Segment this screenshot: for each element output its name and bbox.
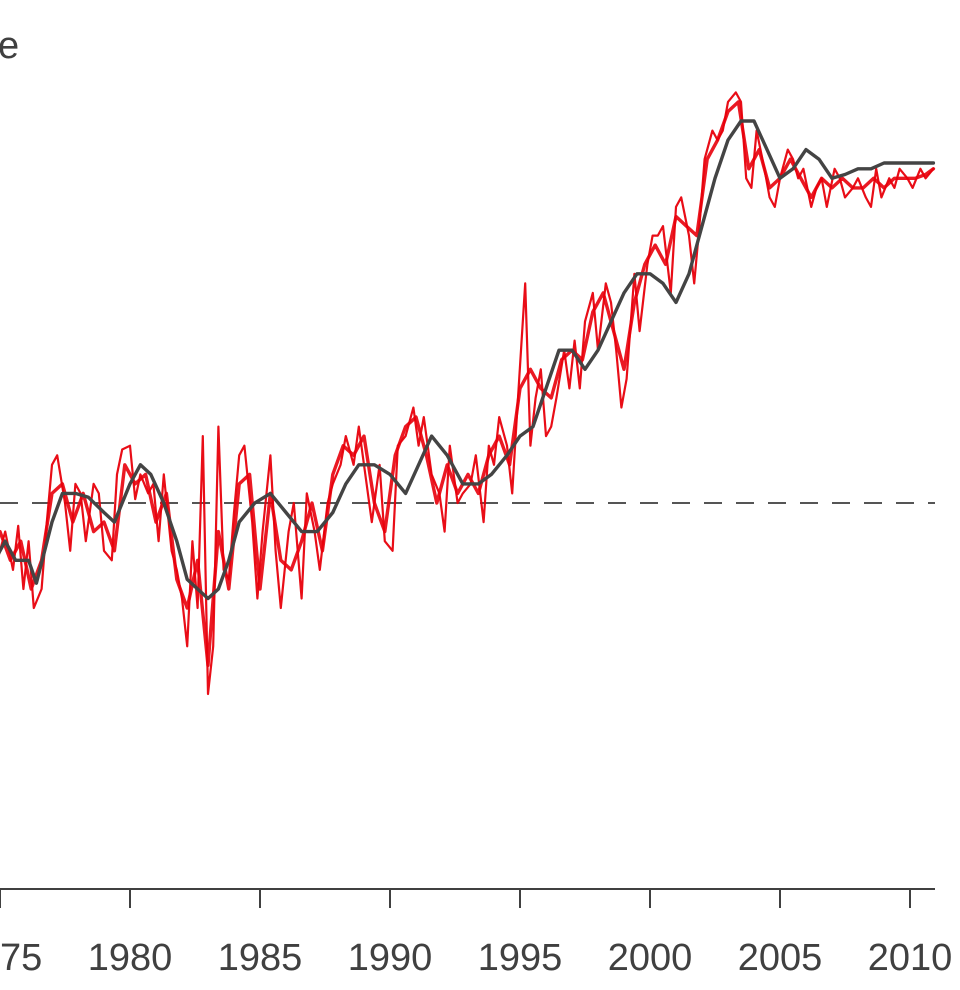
series-group bbox=[0, 91, 936, 696]
x-tick-label: 1975 bbox=[0, 937, 42, 979]
title-fragment: e bbox=[0, 25, 19, 67]
x-tick-label: 2000 bbox=[608, 937, 693, 979]
series-line-thick bbox=[0, 100, 936, 668]
x-axis: 1975 1980 1985 1990 1995 2000 2005 2010 bbox=[0, 888, 952, 979]
x-tick-label: 1985 bbox=[218, 937, 303, 979]
x-tick-label: 1995 bbox=[478, 937, 563, 979]
plot-area bbox=[0, 91, 936, 696]
x-tick-label: 2005 bbox=[738, 937, 823, 979]
x-tick-label: 1990 bbox=[348, 937, 433, 979]
series-line-smoothed bbox=[0, 119, 936, 601]
x-tick-label: 1980 bbox=[88, 937, 173, 979]
series-line-thin bbox=[0, 91, 935, 696]
x-tick-label: 2010 bbox=[868, 937, 953, 979]
x-axis-ticks: 1975 1980 1985 1990 1995 2000 2005 2010 bbox=[0, 889, 952, 979]
